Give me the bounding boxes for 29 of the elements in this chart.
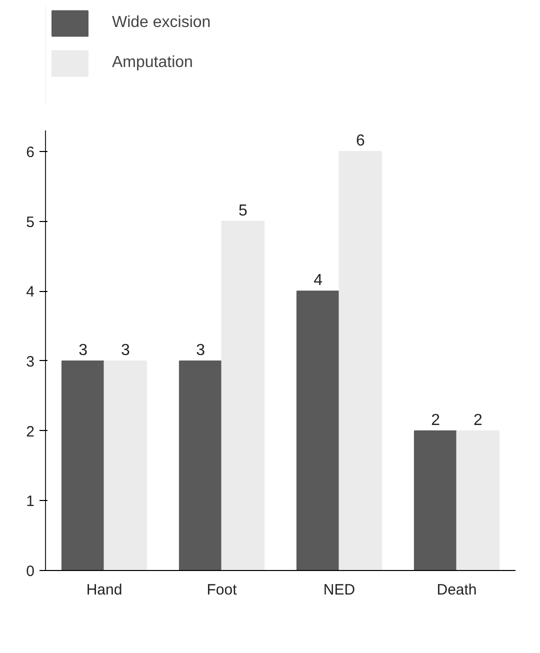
x-tick-label: Hand <box>86 582 122 598</box>
bar <box>338 150 382 570</box>
y-tick-label: 0 <box>26 563 34 580</box>
bar <box>221 220 265 570</box>
legend-label: Amputation <box>112 54 193 72</box>
x-tick-label: NED <box>323 582 356 598</box>
y-tick-label: 4 <box>26 284 34 301</box>
data-label: 3 <box>120 342 130 359</box>
y-tick-label: 2 <box>26 423 34 440</box>
bar <box>178 360 222 570</box>
bar <box>61 360 105 570</box>
data-label: 6 <box>356 132 365 150</box>
x-tick-label: Death <box>436 582 477 598</box>
y-tick-label: 6 <box>26 144 34 161</box>
y-tick-label: 1 <box>26 493 34 510</box>
x-tick-label: Foot <box>206 582 238 598</box>
data-label: 4 <box>314 272 323 290</box>
y-tick-label: 5 <box>26 214 34 231</box>
y-tick-label: 3 <box>26 353 34 370</box>
bar <box>456 430 500 570</box>
bar <box>104 360 148 570</box>
bar <box>414 430 458 570</box>
data-label: 5 <box>238 202 248 220</box>
data-label: 3 <box>78 342 88 359</box>
legend-label: Wide excision <box>112 14 211 32</box>
data-label: 3 <box>196 342 206 359</box>
data-label: 2 <box>431 412 440 429</box>
bar <box>296 290 340 570</box>
data-label: 2 <box>473 412 482 429</box>
